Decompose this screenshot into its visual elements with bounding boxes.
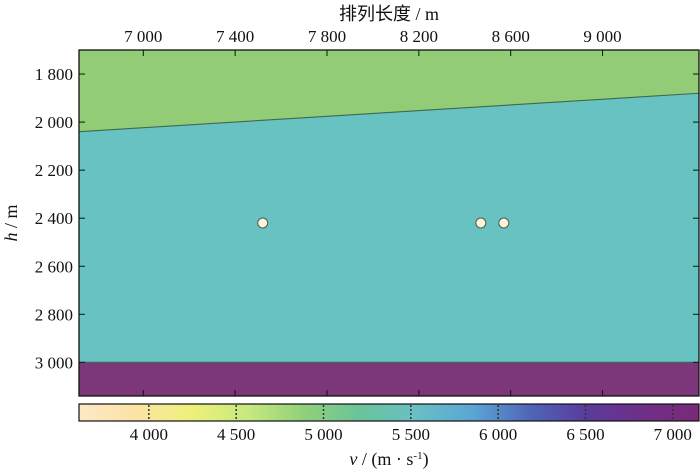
colorbar-tick-label: 5 000: [304, 425, 342, 444]
colorbar-gradient: [78, 403, 700, 422]
x-tick-label: 8 200: [400, 27, 438, 46]
y-tick-label: 2 800: [35, 305, 73, 324]
colorbar-tick-label: 6 500: [566, 425, 604, 444]
y-axis-label: h / m: [1, 204, 21, 241]
sample-point-2: [475, 217, 487, 229]
y-axis-ticks: 1 800 2 000 2 200 2 400 2 600 2 800 3 000: [35, 65, 699, 372]
sample-point-1: [257, 217, 269, 229]
y-axis-label-unit: / m: [1, 204, 21, 232]
colorbar: 4 000 4 500 5 000 5 500 6 000 6 500 7 000 v / …: [78, 403, 700, 470]
x-axis-label: 排列长度 / m: [339, 4, 439, 24]
plot-frame: [78, 49, 700, 397]
sample-point-3: [498, 217, 510, 229]
colorbar-tick-label: 5 500: [392, 425, 430, 444]
colorbar-tick-label: 6 000: [479, 425, 517, 444]
x-tick-label: 8 600: [492, 27, 530, 46]
colorbar-label: v / (m · s-1): [349, 449, 428, 470]
velocity-layer-1: [79, 50, 699, 132]
colorbar-tick-label: 4 500: [217, 425, 255, 444]
x-tick-label: 7 000: [124, 27, 162, 46]
colorbar-tick-label: 7 000: [654, 425, 692, 444]
y-axis-label-var: h: [1, 233, 21, 242]
x-tick-label: 7 800: [308, 27, 346, 46]
colorbar-label-close: ): [423, 449, 429, 470]
x-axis-ticks: 7 000 7 400 7 800 8 200 8 600 9 000: [124, 27, 622, 396]
colorbar-tick-label: 4 000: [130, 425, 168, 444]
x-tick-label: 9 000: [583, 27, 621, 46]
colorbar-label-unit: / (m · s: [357, 449, 413, 470]
layer-interface-1: [78, 92, 700, 133]
x-tick-label: 7 400: [216, 27, 254, 46]
velocity-layer-3: [79, 362, 699, 396]
y-tick-label: 2 400: [35, 209, 73, 228]
y-tick-label: 2 200: [35, 161, 73, 180]
sample-points: [257, 217, 510, 229]
y-tick-label: 2 600: [35, 257, 73, 276]
velocity-layer-2: [79, 93, 699, 363]
y-tick-label: 1 800: [35, 65, 73, 84]
colorbar-label-sup: -1: [413, 450, 422, 462]
colorbar-label-var: v: [349, 449, 357, 469]
colorbar-ticks: 4 000 4 500 5 000 5 500 6 000 6 500 7 000: [130, 405, 692, 444]
y-tick-label: 2 000: [35, 113, 73, 132]
velocity-layers: [78, 50, 700, 396]
y-tick-label: 3 000: [35, 353, 73, 372]
